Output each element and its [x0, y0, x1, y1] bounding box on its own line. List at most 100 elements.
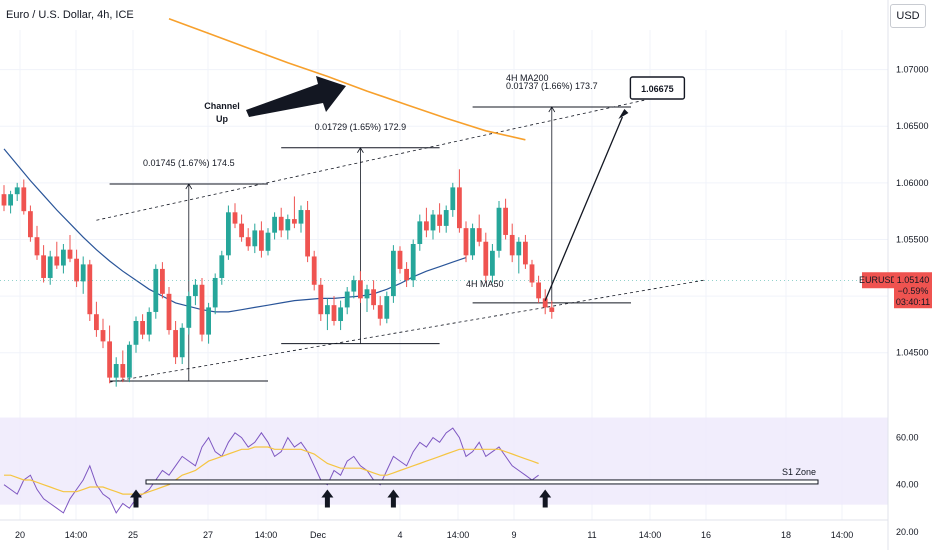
candle-down — [424, 221, 429, 231]
time-tick-label: 20 — [15, 530, 25, 540]
candle-down — [503, 207, 508, 235]
candle-up — [179, 327, 185, 358]
price-tick-label: 1.06500 — [896, 121, 929, 131]
candle-up — [496, 207, 502, 251]
candle-up — [127, 344, 132, 378]
candle-down — [232, 212, 238, 224]
measure-arrowhead — [357, 146, 364, 153]
time-tick-label: 27 — [203, 530, 213, 540]
rsi-tick-label: 20.00 — [896, 527, 919, 537]
arrow-up-icon — [387, 489, 400, 508]
candle-up — [516, 241, 522, 256]
countdown-label: 03:40:11 — [896, 297, 930, 307]
candle-up — [470, 228, 475, 256]
candle-down — [311, 256, 317, 285]
candle-up — [338, 307, 343, 322]
candle-up — [298, 210, 304, 224]
arrow-up-icon — [539, 489, 552, 508]
time-tick-label: 9 — [511, 530, 516, 540]
candle-down — [245, 237, 251, 247]
last-price-label: 1.05140 — [897, 275, 930, 285]
candle-down — [476, 228, 482, 242]
candle-up — [47, 256, 53, 278]
measure-label: 0.01737 (1.66%) 173.7 — [506, 81, 598, 91]
last-price-badge: EURUSD 1.05140−0.59%03:40:11 — [0, 272, 932, 309]
time-tick-label: 18 — [781, 530, 791, 540]
candle-up — [133, 321, 139, 345]
candle-up — [252, 230, 258, 247]
symbol-label: EURUSD — [859, 275, 898, 285]
s1-zone-box — [145, 479, 819, 485]
candle-down — [74, 258, 79, 282]
time-axis[interactable]: 20 14:00 25 27 14:00 Dec 4 14:00 9 11 14:00 16 18 14:… — [0, 519, 888, 540]
annotations: Channel Up 4H MA50 4H MA200 1.06675 — [204, 73, 686, 301]
candle-down — [305, 210, 310, 257]
time-tick-label: 14:00 — [447, 530, 470, 540]
time-tick-label: 4 — [397, 530, 402, 540]
chart-title: Euro / U.S. Dollar, 4h, ICE — [6, 9, 134, 21]
rsi-tick-label: 60.00 — [896, 433, 919, 443]
currency-button[interactable]: USD — [890, 4, 926, 28]
candle-down — [239, 223, 244, 238]
time-tick-label: Dec — [310, 530, 327, 540]
candle-down — [377, 305, 383, 319]
price-tick-label: 1.04500 — [896, 348, 929, 358]
candle-up — [344, 291, 350, 308]
candles[interactable] — [1, 169, 555, 387]
time-tick-label: 16 — [701, 530, 711, 540]
candle-up — [272, 216, 277, 233]
candle-down — [397, 250, 403, 269]
candle-down — [67, 249, 73, 259]
candle-up — [285, 219, 291, 231]
time-tick-label: 25 — [128, 530, 138, 540]
candle-down — [278, 216, 284, 231]
channel-up-label: Up — [216, 114, 228, 124]
candle-down — [536, 282, 541, 299]
candle-up — [351, 280, 357, 292]
candle-up — [226, 212, 231, 256]
candle-up — [325, 305, 330, 315]
s1-zone-label: S1 Zone — [782, 467, 816, 477]
candle-up — [430, 214, 436, 231]
candle-down — [509, 234, 515, 256]
candle-down — [549, 307, 555, 312]
rsi-tick-label: 40.00 — [896, 480, 919, 490]
candle-down — [21, 187, 27, 212]
rsi-panel — [3, 427, 539, 514]
candle-up — [384, 296, 390, 319]
candle-down — [529, 264, 535, 283]
arrow-up-icon — [130, 489, 142, 508]
time-tick-label: 14:00 — [831, 530, 854, 540]
s1-zone: S1 Zone — [145, 467, 819, 485]
candle-up — [391, 250, 396, 297]
candle-down — [87, 264, 93, 315]
candle-up — [417, 221, 423, 245]
candle-up — [193, 284, 198, 297]
arrow-up-icon — [321, 489, 334, 508]
candle-up — [146, 311, 152, 335]
rsi-arrows — [130, 489, 552, 508]
moving-averages — [3, 17, 526, 313]
candle-down — [160, 268, 165, 294]
candle-up — [265, 232, 271, 251]
candle-down — [542, 298, 548, 308]
candle-up — [186, 296, 192, 328]
price-tick-label: 1.07000 — [896, 65, 929, 75]
candle-down — [358, 280, 363, 299]
time-tick-label: 14:00 — [65, 530, 88, 540]
time-tick-label: 14:00 — [639, 530, 662, 540]
ma200-line — [168, 17, 526, 141]
candle-up — [410, 244, 416, 281]
candle-down — [41, 255, 46, 278]
measure-arrowhead — [185, 183, 193, 190]
candle-down — [100, 330, 106, 342]
time-tick-label: 14:00 — [255, 530, 278, 540]
measure-arrowhead — [548, 106, 556, 113]
candle-down — [199, 284, 205, 335]
rsi-ma-line — [4, 446, 539, 495]
price-tick-label: 1.05500 — [896, 234, 929, 244]
candle-up — [113, 364, 119, 378]
candle-down — [94, 314, 99, 331]
price-tick-label: 1.06000 — [896, 178, 929, 188]
